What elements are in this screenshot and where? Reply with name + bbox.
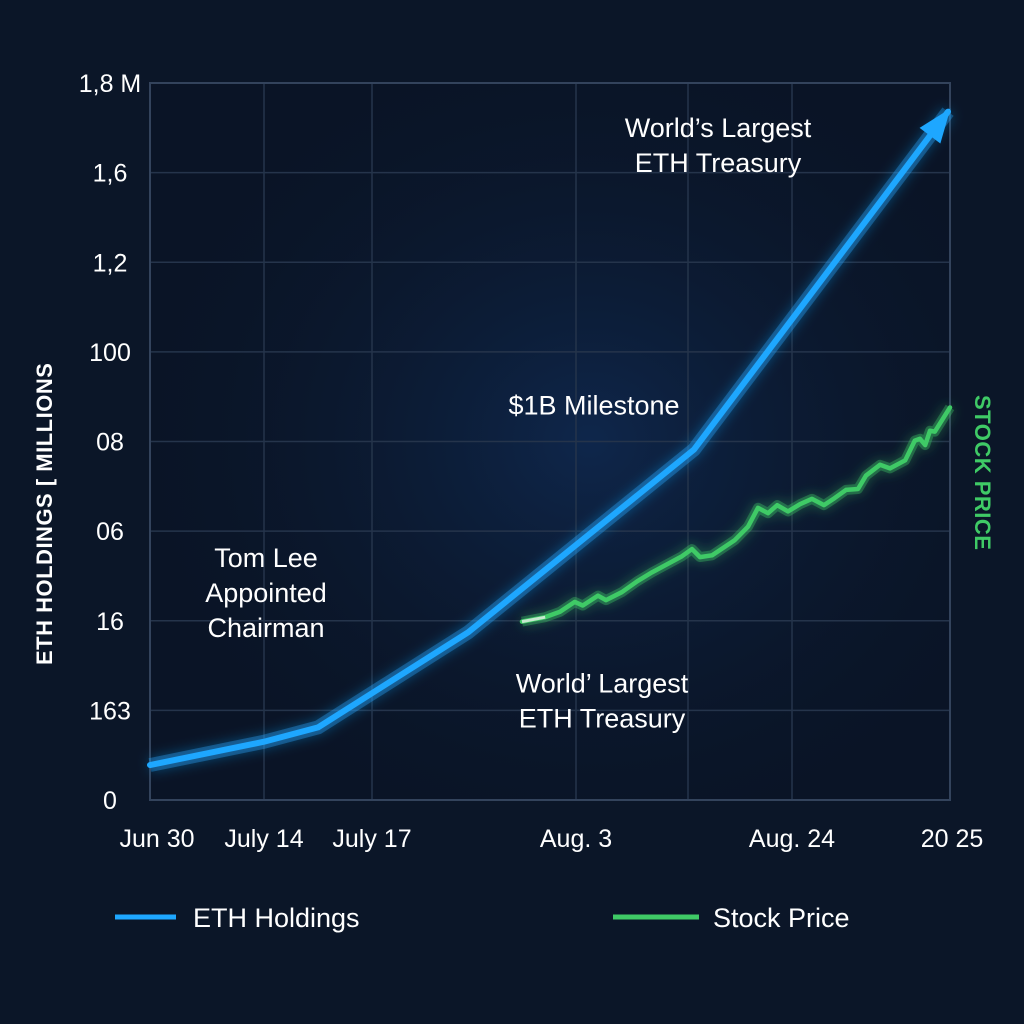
legend-item-eth-holdings[interactable]: ETH Holdings	[115, 903, 360, 933]
annotation-line: $1B Milestone	[508, 391, 679, 421]
y-tick-label: 1,8 M	[79, 70, 142, 98]
x-tick-label: Jun 30	[119, 825, 194, 853]
annotation-line: ETH Treasury	[519, 703, 686, 733]
y-tick-label: 1,6	[93, 160, 128, 188]
x-tick-label: 20 25	[921, 825, 984, 853]
y-tick-label: 100	[89, 339, 131, 367]
annotation-line: ETH Treasury	[635, 148, 802, 178]
x-axis-ticks: Jun 30 July 14 July 17 Aug. 3 Aug. 24 20 25	[119, 825, 983, 853]
legend: ETH Holdings Stock Price	[115, 903, 850, 933]
legend-label-eth-holdings: ETH Holdings	[193, 903, 360, 933]
y-tick-label: 08	[96, 429, 124, 457]
annotation-line: Tom Lee	[214, 543, 318, 573]
y-tick-label: 0	[103, 787, 117, 815]
series-line-eth-holdings	[147, 108, 951, 769]
x-tick-label: July 14	[224, 825, 303, 853]
legend-label-stock-price: Stock Price	[713, 903, 850, 933]
x-tick-label: Aug. 3	[540, 825, 612, 853]
y-axis-ticks: 0 163 16 06 08 100 1,2 1,6 1,8 M	[79, 70, 142, 815]
annotation: Tom Lee Appointed Chairman	[205, 543, 327, 643]
annotation-line: World’ Largest	[516, 668, 689, 698]
arrowhead-icon	[919, 108, 951, 144]
legend-item-stock-price[interactable]: Stock Price	[613, 903, 850, 933]
annotation: $1B Milestone	[508, 391, 679, 421]
annotation: World’s Largest ETH Treasury	[625, 113, 812, 178]
series-start-highlight	[521, 615, 546, 624]
y-tick-label: 06	[96, 518, 124, 546]
x-tick-label: July 17	[332, 825, 411, 853]
annotation-line: Appointed	[205, 578, 327, 608]
annotation-line: Chairman	[207, 613, 324, 643]
y-tick-label: 1,2	[93, 249, 128, 277]
x-tick-label: Aug. 24	[749, 825, 835, 853]
series-layer	[147, 107, 955, 772]
y-tick-label: 163	[89, 697, 131, 725]
y-tick-label: 16	[96, 608, 124, 636]
annotation-line: World’s Largest	[625, 113, 812, 143]
annotation: World’ Largest ETH Treasury	[516, 668, 689, 733]
plot-frame	[149, 82, 951, 801]
y2-axis-label: STOCK PRICE	[970, 395, 995, 550]
y-axis-label: ETH HOLDINGS [ MILLIONS	[32, 363, 57, 665]
annotations: World’s Largest ETH Treasury $1B Milestone…	[205, 113, 812, 734]
